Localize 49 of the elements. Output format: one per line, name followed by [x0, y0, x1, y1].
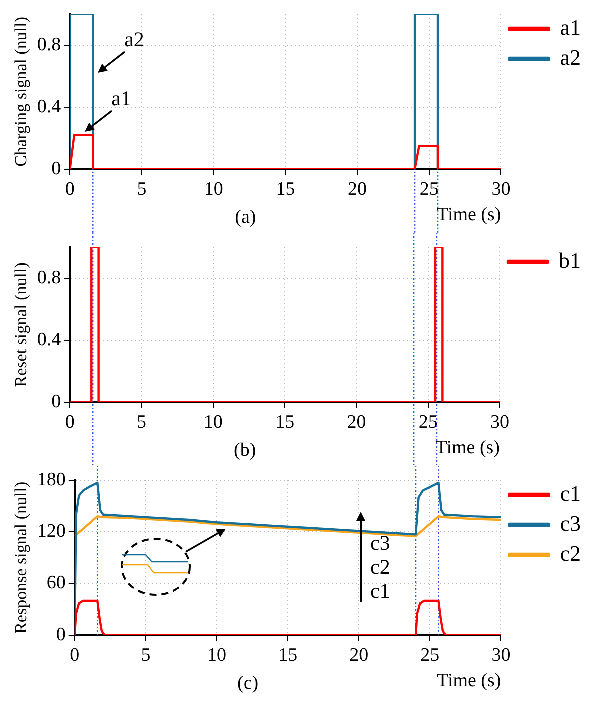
x-axis-title: Time (s)	[436, 438, 500, 459]
x-tick-label: 20	[348, 178, 368, 200]
x-tick-label: 5	[141, 644, 151, 666]
y-tick-label: 60	[46, 572, 66, 594]
y-tick-label: 180	[37, 469, 66, 490]
text: (b)	[234, 440, 256, 461]
x-axis-title: Time (s)	[437, 670, 502, 692]
x-tick-label: 5	[137, 178, 147, 200]
y-axis-title: Response signal (null)	[12, 482, 31, 634]
x-tick-label: 25	[420, 178, 439, 200]
x-tick-label: 0	[70, 644, 80, 666]
x-tick-label: 30	[492, 178, 511, 200]
legend-label: a1	[560, 14, 581, 40]
x-tick-label: 15	[278, 644, 298, 666]
x-tick-label: 20	[350, 644, 369, 666]
x-tick-label: 25	[420, 644, 440, 666]
y-tick-label: 0	[52, 158, 62, 180]
y-axis-title: Charging signal (null)	[12, 16, 31, 167]
y-tick-label: 0	[56, 624, 66, 646]
y-tick-label: 0.8	[37, 34, 62, 56]
x-tick-label: 30	[492, 644, 511, 666]
annotation: c3	[370, 531, 390, 556]
annotation: a1	[112, 86, 132, 110]
y-tick-label: 120	[37, 521, 66, 542]
legend-label: b1	[559, 248, 581, 273]
y-axis-title: Reset signal (null)	[12, 262, 31, 388]
annotation: c1	[370, 579, 390, 604]
y-tick-label: 0	[52, 391, 62, 412]
text: (c)	[238, 673, 259, 694]
x-tick-label: 30	[490, 412, 510, 433]
legend-label: c1	[560, 480, 581, 506]
legend-label: c2	[560, 540, 581, 566]
text: (a)	[235, 207, 256, 228]
x-axis-title: Time (s)	[437, 204, 502, 226]
x-tick-label: 20	[347, 412, 366, 433]
x-tick-label: 10	[204, 178, 224, 200]
annotation: a2	[124, 27, 144, 52]
y-tick-label: 0.8	[37, 267, 62, 288]
y-tick-label: 0.4	[37, 329, 62, 350]
x-tick-label: 25	[418, 412, 438, 433]
legend-label: c3	[560, 510, 581, 536]
x-tick-label: 10	[204, 412, 223, 433]
legend-label: a2	[560, 44, 581, 70]
x-tick-label: 5	[137, 412, 147, 433]
x-tick-label: 15	[276, 412, 295, 433]
x-tick-label: 10	[208, 644, 227, 666]
y-tick-label: 0.4	[37, 96, 62, 118]
x-tick-label: 15	[276, 178, 296, 200]
annotation: c2	[370, 555, 390, 580]
